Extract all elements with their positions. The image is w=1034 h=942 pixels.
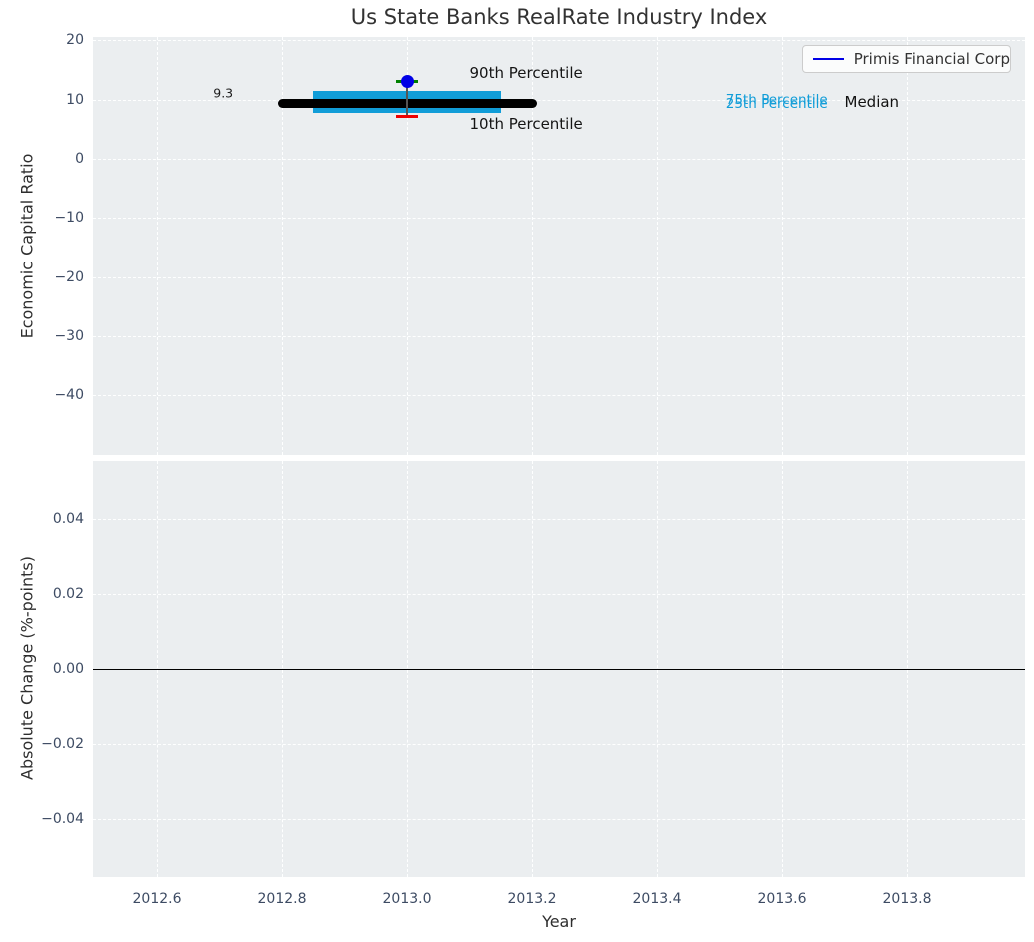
p10-cap [396, 114, 418, 119]
legend-label: Primis Financial Corp [853, 50, 1010, 68]
gridline-y [93, 744, 1025, 745]
gridline-y [93, 819, 1025, 820]
top-axes: 90th Percentile 10th Percentile 9.3 75th Pe… [93, 37, 1025, 455]
y-tick-label: −0.04 [41, 811, 84, 827]
y-tick-label: −30 [54, 328, 84, 345]
bottom-axes [93, 461, 1025, 877]
top-y-axis-label: Economic Capital Ratio [17, 153, 37, 339]
annotation-75th-percentile: 75th Percentile [725, 92, 828, 109]
gridline-x [407, 37, 408, 455]
gridline-y [93, 99, 1025, 101]
x-tick-label: 2013.8 [882, 891, 932, 907]
y-tick-label: 0.00 [52, 661, 84, 677]
x-tick-label: 2013.2 [507, 891, 557, 907]
gridline-y [93, 40, 1025, 42]
gridline-x [282, 37, 283, 455]
annotation-median: Median [844, 93, 900, 112]
gridline-x [657, 37, 658, 455]
y-tick-label: 0.04 [52, 511, 84, 527]
gridline-y [93, 158, 1025, 160]
annotation-9-3: 9.3 [213, 85, 234, 101]
whisker-line [406, 81, 408, 117]
legend: Primis Financial Corp [802, 45, 1011, 73]
gridline-y [93, 277, 1025, 278]
gridline-y [93, 217, 1025, 219]
x-tick-label: 2013.0 [382, 891, 432, 907]
gridline-y [93, 519, 1025, 520]
gridline-x [532, 37, 533, 455]
y-tick-label: −40 [54, 387, 84, 404]
gridline-y [93, 395, 1025, 397]
x-axis-label: Year [542, 912, 576, 931]
y-tick-label: −20 [54, 269, 84, 285]
gridline-y [93, 594, 1025, 595]
y-tick-label: 20 [66, 32, 84, 49]
zero-line [93, 669, 1025, 670]
annotation-10th-percentile: 10th Percentile [469, 114, 583, 133]
y-tick-label: 0 [75, 150, 84, 167]
gridline-x [157, 37, 158, 455]
y-tick-label: −0.02 [41, 736, 84, 752]
y-tick-label: −10 [54, 209, 84, 226]
gridline-y [93, 336, 1025, 338]
annotation-90th-percentile: 90th Percentile [469, 63, 583, 82]
gridline-x [907, 37, 908, 455]
legend-line-sample [813, 58, 844, 60]
y-tick-label: 10 [66, 91, 84, 108]
y-tick-label: 0.02 [52, 586, 84, 602]
x-tick-label: 2013.6 [757, 891, 807, 907]
x-tick-label: 2012.8 [257, 891, 307, 907]
chart-title: Us State Banks RealRate Industry Index [350, 5, 768, 29]
annotation-25th-percentile: 25th Percentile [725, 95, 828, 112]
x-tick-label: 2012.6 [132, 891, 182, 907]
gridline-x [782, 37, 783, 455]
company-marker [400, 74, 414, 88]
x-tick-label: 2013.4 [632, 891, 682, 907]
